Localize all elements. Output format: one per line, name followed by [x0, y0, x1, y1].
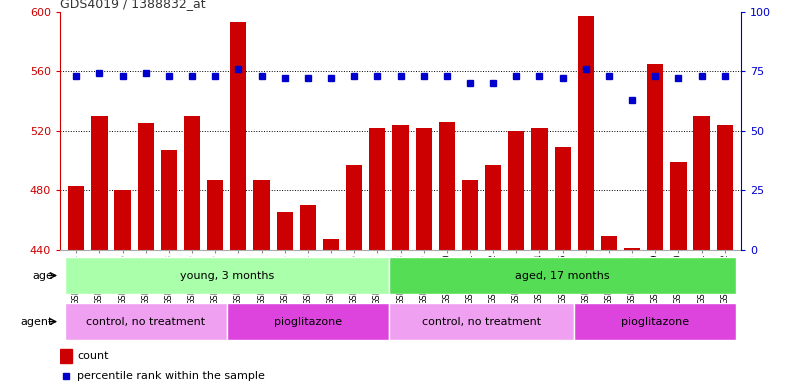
Bar [323, 239, 339, 250]
Bar [184, 116, 200, 250]
Bar [68, 185, 84, 250]
Bar [253, 180, 270, 250]
Bar [138, 123, 154, 250]
Bar [60, 349, 72, 363]
Bar [670, 162, 686, 250]
Bar [462, 180, 478, 250]
Text: pioglitazone: pioglitazone [622, 316, 690, 327]
Text: GDS4019 / 1388832_at: GDS4019 / 1388832_at [60, 0, 206, 10]
Bar [227, 303, 389, 340]
Bar [717, 124, 733, 250]
Bar [416, 127, 432, 250]
Text: age: age [32, 270, 53, 281]
Bar [531, 127, 548, 250]
Bar [389, 257, 736, 294]
Bar [161, 150, 177, 250]
Bar [694, 116, 710, 250]
Bar [346, 165, 362, 250]
Text: young, 3 months: young, 3 months [179, 270, 274, 281]
Bar [601, 236, 617, 250]
Bar [276, 212, 293, 250]
Bar [485, 165, 501, 250]
Text: control, no treatment: control, no treatment [422, 316, 541, 327]
Bar [65, 257, 389, 294]
Bar [624, 248, 640, 250]
Text: control, no treatment: control, no treatment [87, 316, 205, 327]
Text: percentile rank within the sample: percentile rank within the sample [77, 371, 265, 381]
Bar [115, 190, 131, 250]
Bar [389, 303, 574, 340]
Text: agent: agent [21, 316, 53, 327]
Bar [578, 16, 594, 250]
Bar [439, 122, 455, 250]
Bar [508, 131, 525, 250]
Text: aged, 17 months: aged, 17 months [515, 270, 610, 281]
Bar [65, 303, 227, 340]
Bar [392, 124, 409, 250]
Text: pioglitazone: pioglitazone [274, 316, 342, 327]
Bar [207, 180, 223, 250]
Bar [231, 22, 247, 250]
Bar [369, 127, 385, 250]
Bar [554, 147, 570, 250]
Bar [647, 64, 663, 250]
Text: count: count [77, 351, 109, 361]
Bar [91, 116, 107, 250]
Bar [574, 303, 736, 340]
Bar [300, 205, 316, 250]
